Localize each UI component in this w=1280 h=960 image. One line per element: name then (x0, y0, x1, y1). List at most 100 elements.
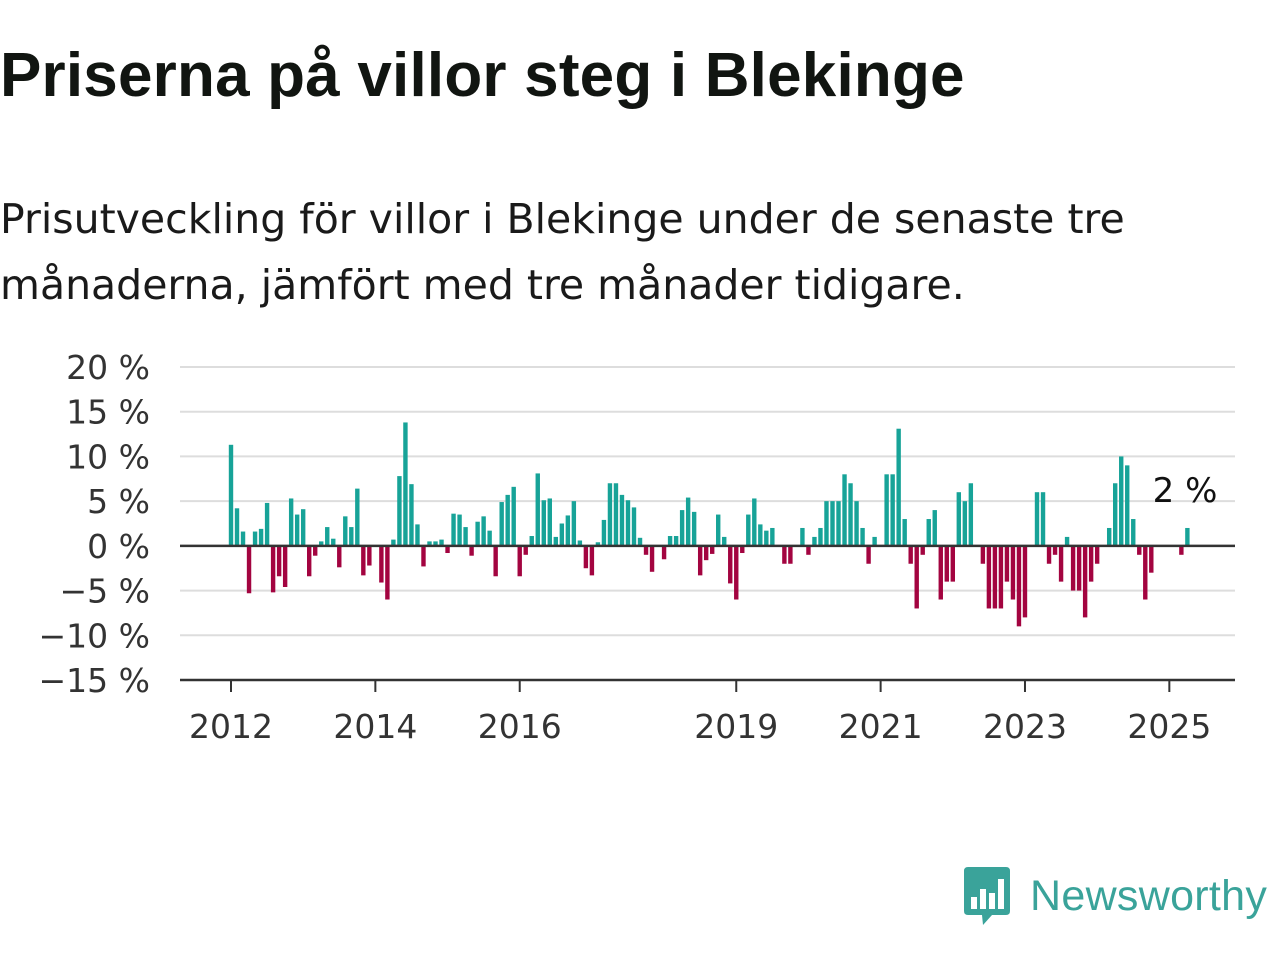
bar (998, 545, 1004, 609)
bar (282, 545, 288, 587)
bar (409, 484, 414, 546)
bar (1113, 483, 1118, 546)
bar (1149, 545, 1154, 573)
bar (1004, 545, 1010, 582)
bar (565, 515, 571, 546)
bar (469, 545, 474, 556)
bar (1034, 492, 1040, 546)
bar (812, 536, 817, 546)
bar (276, 545, 282, 577)
bar (439, 539, 444, 546)
bar (1106, 527, 1112, 546)
bar (752, 498, 757, 546)
bar (986, 545, 992, 609)
bar (1179, 545, 1184, 555)
bar (956, 492, 962, 546)
y-tick-label: −15 % (39, 661, 151, 700)
bar (1040, 492, 1046, 546)
bar (860, 527, 865, 546)
bar (228, 444, 234, 546)
y-tick-label: 20 % (66, 348, 150, 387)
bar (722, 536, 727, 546)
bar (728, 545, 733, 584)
y-tick-label: −10 % (39, 616, 151, 655)
bar (595, 542, 601, 546)
y-tick-label: 10 % (66, 437, 150, 476)
bar (710, 545, 715, 554)
bar (625, 500, 631, 546)
x-tick-label: 2012 (189, 707, 273, 746)
bar (246, 545, 252, 594)
bar (1119, 456, 1124, 546)
bar (529, 536, 534, 546)
bar (355, 488, 360, 546)
bar (307, 545, 312, 577)
bar (325, 527, 330, 546)
bar (740, 545, 745, 554)
bar (962, 501, 968, 546)
bar (950, 545, 955, 582)
bar (337, 545, 342, 568)
bar (800, 527, 805, 546)
bar (716, 514, 721, 546)
bar (968, 483, 974, 546)
bar (583, 545, 589, 569)
latest-value-label: 2 % (1153, 471, 1218, 511)
bar (890, 474, 895, 546)
bar (914, 545, 919, 609)
bar (1070, 545, 1076, 591)
bar (782, 545, 787, 564)
bar (613, 483, 619, 546)
bar (884, 474, 889, 546)
bar (379, 545, 384, 583)
chart-title: Priserna på villor steg i Blekinge (0, 41, 965, 110)
bar (703, 545, 709, 561)
bar (547, 498, 552, 546)
bar (1064, 536, 1070, 546)
bar (691, 511, 697, 546)
bar (240, 531, 246, 546)
bar (1010, 545, 1016, 600)
bar (770, 527, 775, 546)
bar (866, 545, 871, 564)
bar (361, 545, 366, 576)
bar (559, 523, 565, 546)
bar (1094, 545, 1100, 564)
bar (493, 545, 498, 577)
bar (288, 498, 294, 546)
bar (487, 530, 492, 546)
bar (679, 510, 685, 546)
chart-subtitle: Prisutveckling för villor i Blekinge und… (0, 195, 1125, 309)
bar (523, 545, 528, 555)
bar (1082, 545, 1088, 618)
bar (848, 483, 853, 546)
bar (758, 524, 763, 546)
bar (1016, 545, 1022, 627)
bar (788, 545, 793, 564)
bar (1088, 545, 1094, 582)
bar (764, 530, 769, 546)
bar (1185, 527, 1190, 546)
bar (601, 519, 607, 546)
bar (607, 483, 613, 546)
bar (511, 486, 516, 546)
bar (481, 516, 486, 546)
bar (313, 545, 318, 556)
x-tick-label: 2021 (839, 707, 923, 746)
bar (643, 545, 649, 555)
bar (902, 519, 907, 546)
bar (535, 473, 540, 546)
bar (391, 539, 396, 546)
bar (619, 494, 625, 546)
bar (415, 524, 420, 546)
bar (944, 545, 949, 582)
bar (258, 528, 264, 546)
x-tick-label: 2025 (1127, 707, 1211, 746)
bar (349, 527, 354, 546)
newsworthy-logo-icon (964, 867, 1010, 925)
gridlines (180, 366, 1235, 681)
bar (451, 513, 456, 546)
bar (1022, 545, 1028, 618)
bar (294, 514, 300, 546)
bar (331, 538, 336, 546)
